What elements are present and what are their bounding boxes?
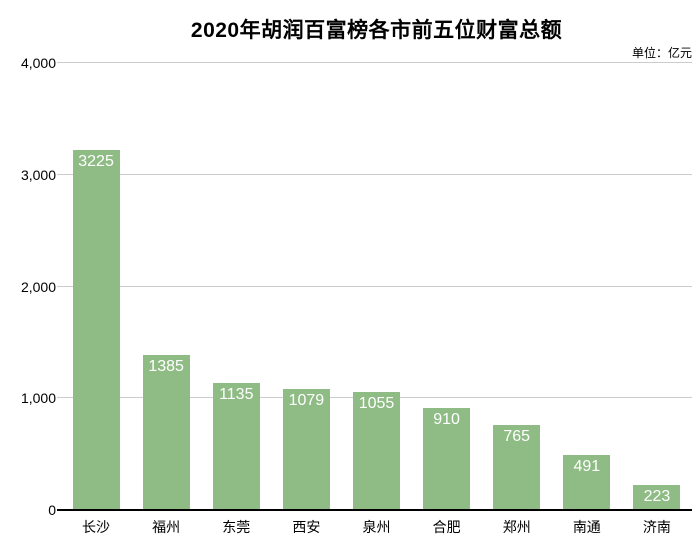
plot-area: 3225 1385 1135 1079 1055 910 765 491 223 (57, 62, 692, 511)
bar-slot-福州: 1385 (131, 63, 201, 510)
bar-西安: 1079 (282, 389, 330, 510)
bar-value-label: 765 (503, 427, 531, 445)
bar-slot-郑州: 765 (482, 63, 552, 510)
x-tick-label-郑州: 郑州 (502, 519, 531, 535)
bar-济南: 223 (633, 485, 681, 510)
gridline-4000 (57, 62, 692, 63)
y-tick-label: 1,000 (20, 390, 56, 407)
bar-slot-东莞: 1135 (201, 63, 271, 510)
gridline-3000 (57, 173, 692, 175)
bar-value-label: 491 (573, 458, 601, 476)
chart-title: 2020年胡润百富榜各市前五位财富总额 (190, 19, 563, 42)
x-tick-label-济南: 济南 (642, 519, 671, 535)
x-tick-label-泉州: 泉州 (362, 519, 391, 535)
bar-泉州: 1055 (352, 392, 400, 510)
bar-slot-西安: 1079 (271, 63, 341, 510)
x-tick-label-东莞: 东莞 (222, 519, 251, 535)
bar-value-label: 223 (643, 488, 671, 506)
y-tick-label: 0 (48, 502, 56, 518)
y-tick-label: 4,000 (20, 55, 56, 71)
bar-slot-南通: 491 (552, 63, 622, 510)
x-tick-label-长沙: 长沙 (82, 519, 111, 535)
y-tick-label: 2,000 (20, 278, 56, 295)
x-axis: 长沙 福州 东莞 西安 泉州 合肥 郑州 南通 济南 (61, 517, 692, 537)
bar-长沙: 3225 (72, 149, 120, 510)
bar-slot-长沙: 3225 (61, 63, 131, 510)
bar-福州: 1385 (142, 355, 190, 510)
x-tick-label-西安: 西安 (292, 519, 321, 535)
bar-value-label: 1385 (148, 358, 184, 376)
y-axis: 0 1,000 2,000 3,000 4,000 (0, 55, 56, 518)
x-tick-label-合肥: 合肥 (432, 519, 461, 535)
bar-slot-合肥: 910 (412, 63, 482, 510)
bar-合肥: 910 (423, 408, 471, 510)
x-tick-label-南通: 南通 (572, 519, 601, 535)
unit-label: 单位：亿元 (631, 46, 692, 60)
bar-value-label: 1135 (219, 386, 254, 404)
bar-value-label: 1055 (358, 395, 395, 413)
bars-row: 3225 1385 1135 1079 1055 910 765 491 223 (61, 63, 692, 510)
gridline-2000 (57, 285, 692, 287)
bar-value-label: 910 (433, 411, 460, 429)
x-axis-baseline (57, 509, 692, 511)
bar-南通: 491 (563, 455, 611, 510)
y-tick-label: 3,000 (20, 166, 56, 183)
bar-slot-济南: 223 (622, 63, 692, 510)
bar-slot-泉州: 1055 (341, 63, 411, 510)
bar-value-label: 1079 (288, 392, 325, 410)
bar-郑州: 765 (493, 424, 541, 510)
x-tick-label-福州: 福州 (152, 519, 181, 535)
bar-value-label: 3225 (78, 152, 114, 170)
bar-东莞: 1135 (212, 383, 260, 510)
